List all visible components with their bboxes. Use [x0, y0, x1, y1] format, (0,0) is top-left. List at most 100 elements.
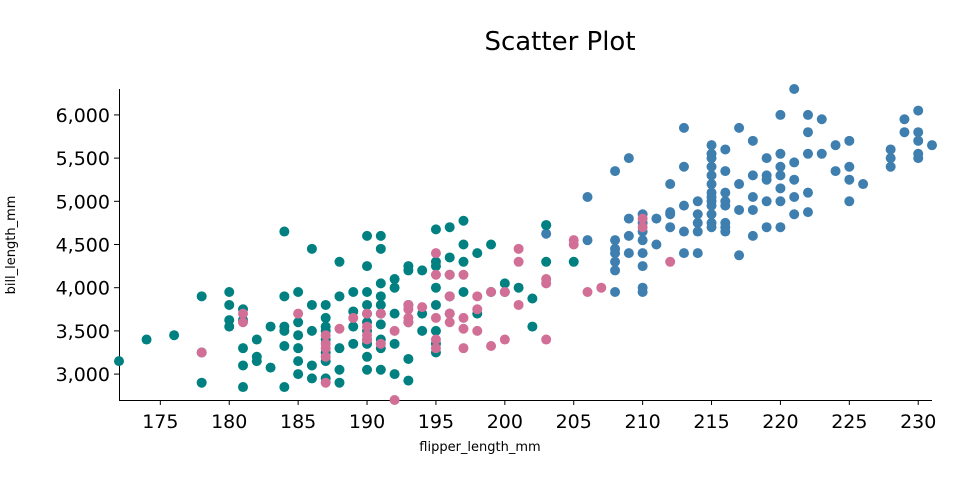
data-point [610, 235, 621, 246]
data-point [582, 191, 593, 202]
data-point [499, 287, 510, 298]
chart-title: Scatter Plot [484, 27, 635, 57]
data-point [706, 148, 717, 159]
x-tick-label: 195 [418, 411, 454, 433]
data-point [348, 312, 359, 323]
data-point [610, 256, 621, 267]
data-point [610, 243, 621, 254]
data-point [293, 317, 304, 328]
y-tick-label: 3,000 [56, 364, 110, 386]
data-point [720, 166, 731, 177]
data-point [279, 341, 290, 352]
data-point [789, 157, 800, 168]
data-point [238, 360, 249, 371]
data-point [430, 269, 441, 280]
data-point [196, 347, 207, 358]
data-point [637, 248, 648, 259]
data-point [844, 135, 855, 146]
data-point [293, 356, 304, 367]
data-point [403, 375, 414, 386]
data-point [623, 248, 634, 259]
data-point [224, 287, 235, 298]
data-point [306, 360, 317, 371]
data-point [348, 338, 359, 349]
data-point [844, 196, 855, 207]
data-point [375, 291, 386, 302]
data-point [761, 222, 772, 233]
data-point [362, 351, 373, 362]
data-point [706, 140, 717, 151]
data-point [747, 170, 758, 181]
data-point [596, 282, 607, 293]
data-point [637, 213, 648, 224]
data-point [816, 114, 827, 125]
data-point [362, 321, 373, 332]
data-point [706, 161, 717, 172]
data-point [320, 330, 331, 341]
data-point [458, 312, 469, 323]
data-point [389, 274, 400, 285]
data-point [582, 235, 593, 246]
data-point [844, 174, 855, 185]
data-point [541, 220, 552, 231]
data-point [389, 369, 400, 380]
data-point [224, 299, 235, 310]
data-point [610, 265, 621, 276]
data-point [306, 373, 317, 384]
data-point [692, 209, 703, 220]
data-point [692, 217, 703, 228]
data-point [665, 179, 676, 190]
data-point [665, 207, 676, 218]
data-point [720, 217, 731, 228]
data-point [458, 323, 469, 334]
data-point [169, 330, 180, 341]
data-point [320, 299, 331, 310]
data-point [334, 256, 345, 267]
data-point [114, 356, 124, 367]
data-point [389, 282, 400, 293]
data-point [444, 317, 455, 328]
x-tick-label: 200 [487, 411, 523, 433]
data-point [430, 334, 441, 345]
data-point [320, 321, 331, 332]
data-point [362, 308, 373, 319]
data-point [761, 196, 772, 207]
data-point [389, 308, 400, 319]
data-point [858, 179, 869, 190]
data-point [444, 252, 455, 263]
data-point [775, 222, 786, 233]
data-point [610, 166, 621, 177]
data-point [306, 243, 317, 254]
data-point [458, 269, 469, 280]
data-point [789, 191, 800, 202]
data-point [651, 213, 662, 224]
data-point [430, 343, 441, 354]
data-point [692, 226, 703, 237]
data-point [568, 256, 579, 267]
data-point [678, 200, 689, 211]
data-point [334, 377, 345, 388]
data-point [389, 325, 400, 336]
data-point [389, 338, 400, 349]
x-tick-label: 215 [693, 411, 729, 433]
data-point [706, 209, 717, 220]
y-axis-label: bill_length_mm [4, 196, 19, 295]
data-point [885, 153, 896, 164]
x-tick-label: 185 [280, 411, 316, 433]
data-point [637, 261, 648, 272]
data-point [458, 215, 469, 226]
data-point [665, 222, 676, 233]
data-point [362, 330, 373, 341]
data-point [375, 308, 386, 319]
data-point [637, 235, 648, 246]
data-point [362, 287, 373, 298]
data-point [623, 153, 634, 164]
data-point [623, 213, 634, 224]
data-point [913, 135, 924, 146]
data-point [802, 207, 813, 218]
data-point [458, 256, 469, 267]
data-point [665, 256, 676, 267]
data-point [403, 312, 414, 323]
data-point [651, 239, 662, 250]
